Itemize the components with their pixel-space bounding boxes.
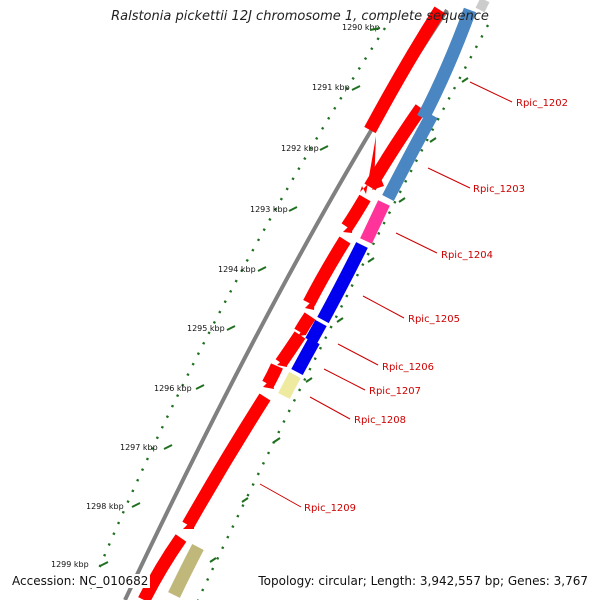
ruler-tick-label: 1295 kbp: [187, 324, 225, 333]
reverse-gene-rpic-1203: [382, 111, 438, 201]
callout-lines: [259, 81, 513, 508]
forward-gene-arrowhead: [277, 356, 287, 367]
callout-rpic-1205: [362, 295, 405, 319]
gene-label-rpic-1209: Rpic_1209: [304, 503, 356, 514]
ruler-tick-labels: 1291 kbp 1292 kbp 1293 kbp 1294 kbp 1295…: [51, 83, 350, 569]
forward-gene: [138, 534, 187, 603]
backbone-arc: [123, 8, 449, 601]
ruler-tick-label: 1293 kbp: [250, 205, 288, 214]
inner-ruler-line: [196, 24, 490, 601]
forward-strand: [138, 6, 446, 603]
callout-rpic-1202: [469, 81, 513, 103]
ruler-tick-label: 1298 kbp: [86, 502, 124, 511]
gene-label-rpic-1208: Rpic_1208: [354, 415, 406, 426]
forward-gene: [364, 104, 427, 191]
reverse-gene-rpic-1207: [291, 337, 320, 376]
reverse-gene-rpic-1206: [305, 319, 327, 345]
reverse-gene-rpic-1205: [317, 242, 368, 324]
callout-rpic-1209: [259, 483, 302, 508]
forward-gene-arrowhead: [343, 222, 353, 233]
ruler-tick-label: 1299 kbp: [51, 560, 89, 569]
gene-label-rpic-1204: Rpic_1204: [441, 250, 493, 261]
reverse-gene-rpic-1204: [360, 200, 390, 244]
forward-gene-arrowhead: [183, 518, 194, 529]
gene-label-rpic-1203: Rpic_1203: [473, 184, 525, 195]
reverse-gene-rpic-1202: [417, 7, 477, 122]
reverse-gene-partial: [475, 0, 490, 13]
gene-labels: Rpic_1202 Rpic_1203 Rpic_1204 Rpic_1205 …: [304, 98, 568, 514]
ruler-tick-label: 1296 kbp: [154, 384, 192, 393]
forward-gene-arrowhead: [263, 378, 274, 389]
gene-label-rpic-1207: Rpic_1207: [369, 386, 421, 397]
reverse-strand: [168, 0, 490, 598]
reverse-gene-rpic-1208: [278, 371, 301, 399]
ruler-tick-partial: [369, 27, 381, 31]
forward-gene-arrowhead: [298, 326, 306, 336]
gene-label-rpic-1206: Rpic_1206: [382, 362, 434, 373]
callout-rpic-1207: [323, 368, 366, 391]
forward-gene: [341, 194, 371, 231]
map-title: Ralstonia pickettii 12J chromosome 1, co…: [111, 9, 489, 24]
inner-ruler-ticks: [209, 77, 469, 563]
forward-gene-arrowhead: [305, 298, 315, 310]
callout-rpic-1206: [337, 343, 379, 366]
ruler-tick-label: 1291 kbp: [312, 83, 350, 92]
gene-label-rpic-1205: Rpic_1205: [408, 314, 460, 325]
forward-gene: [303, 236, 351, 306]
reverse-gene-khaki: [168, 543, 204, 598]
ruler-tick-label-partial: 1290 kbp: [342, 23, 380, 32]
ruler-tick-label: 1294 kbp: [218, 265, 256, 274]
gene-label-rpic-1202: Rpic_1202: [516, 98, 568, 109]
ruler-tick-label: 1297 kbp: [120, 443, 158, 452]
forward-gene: [364, 6, 446, 134]
accession-label: Accession: NC_010682: [10, 574, 151, 588]
callout-rpic-1204: [395, 232, 438, 254]
forward-gene: [294, 312, 316, 336]
ruler-ticks: [99, 85, 361, 567]
forward-gene-arrowhead: [372, 176, 384, 190]
sequence-summary: Topology: circular; Length: 3,942,557 bp…: [256, 574, 590, 588]
callout-rpic-1208: [309, 396, 351, 420]
ruler-tick-label: 1292 kbp: [281, 144, 319, 153]
callout-rpic-1203: [427, 167, 471, 189]
forward-gene: [182, 393, 271, 529]
